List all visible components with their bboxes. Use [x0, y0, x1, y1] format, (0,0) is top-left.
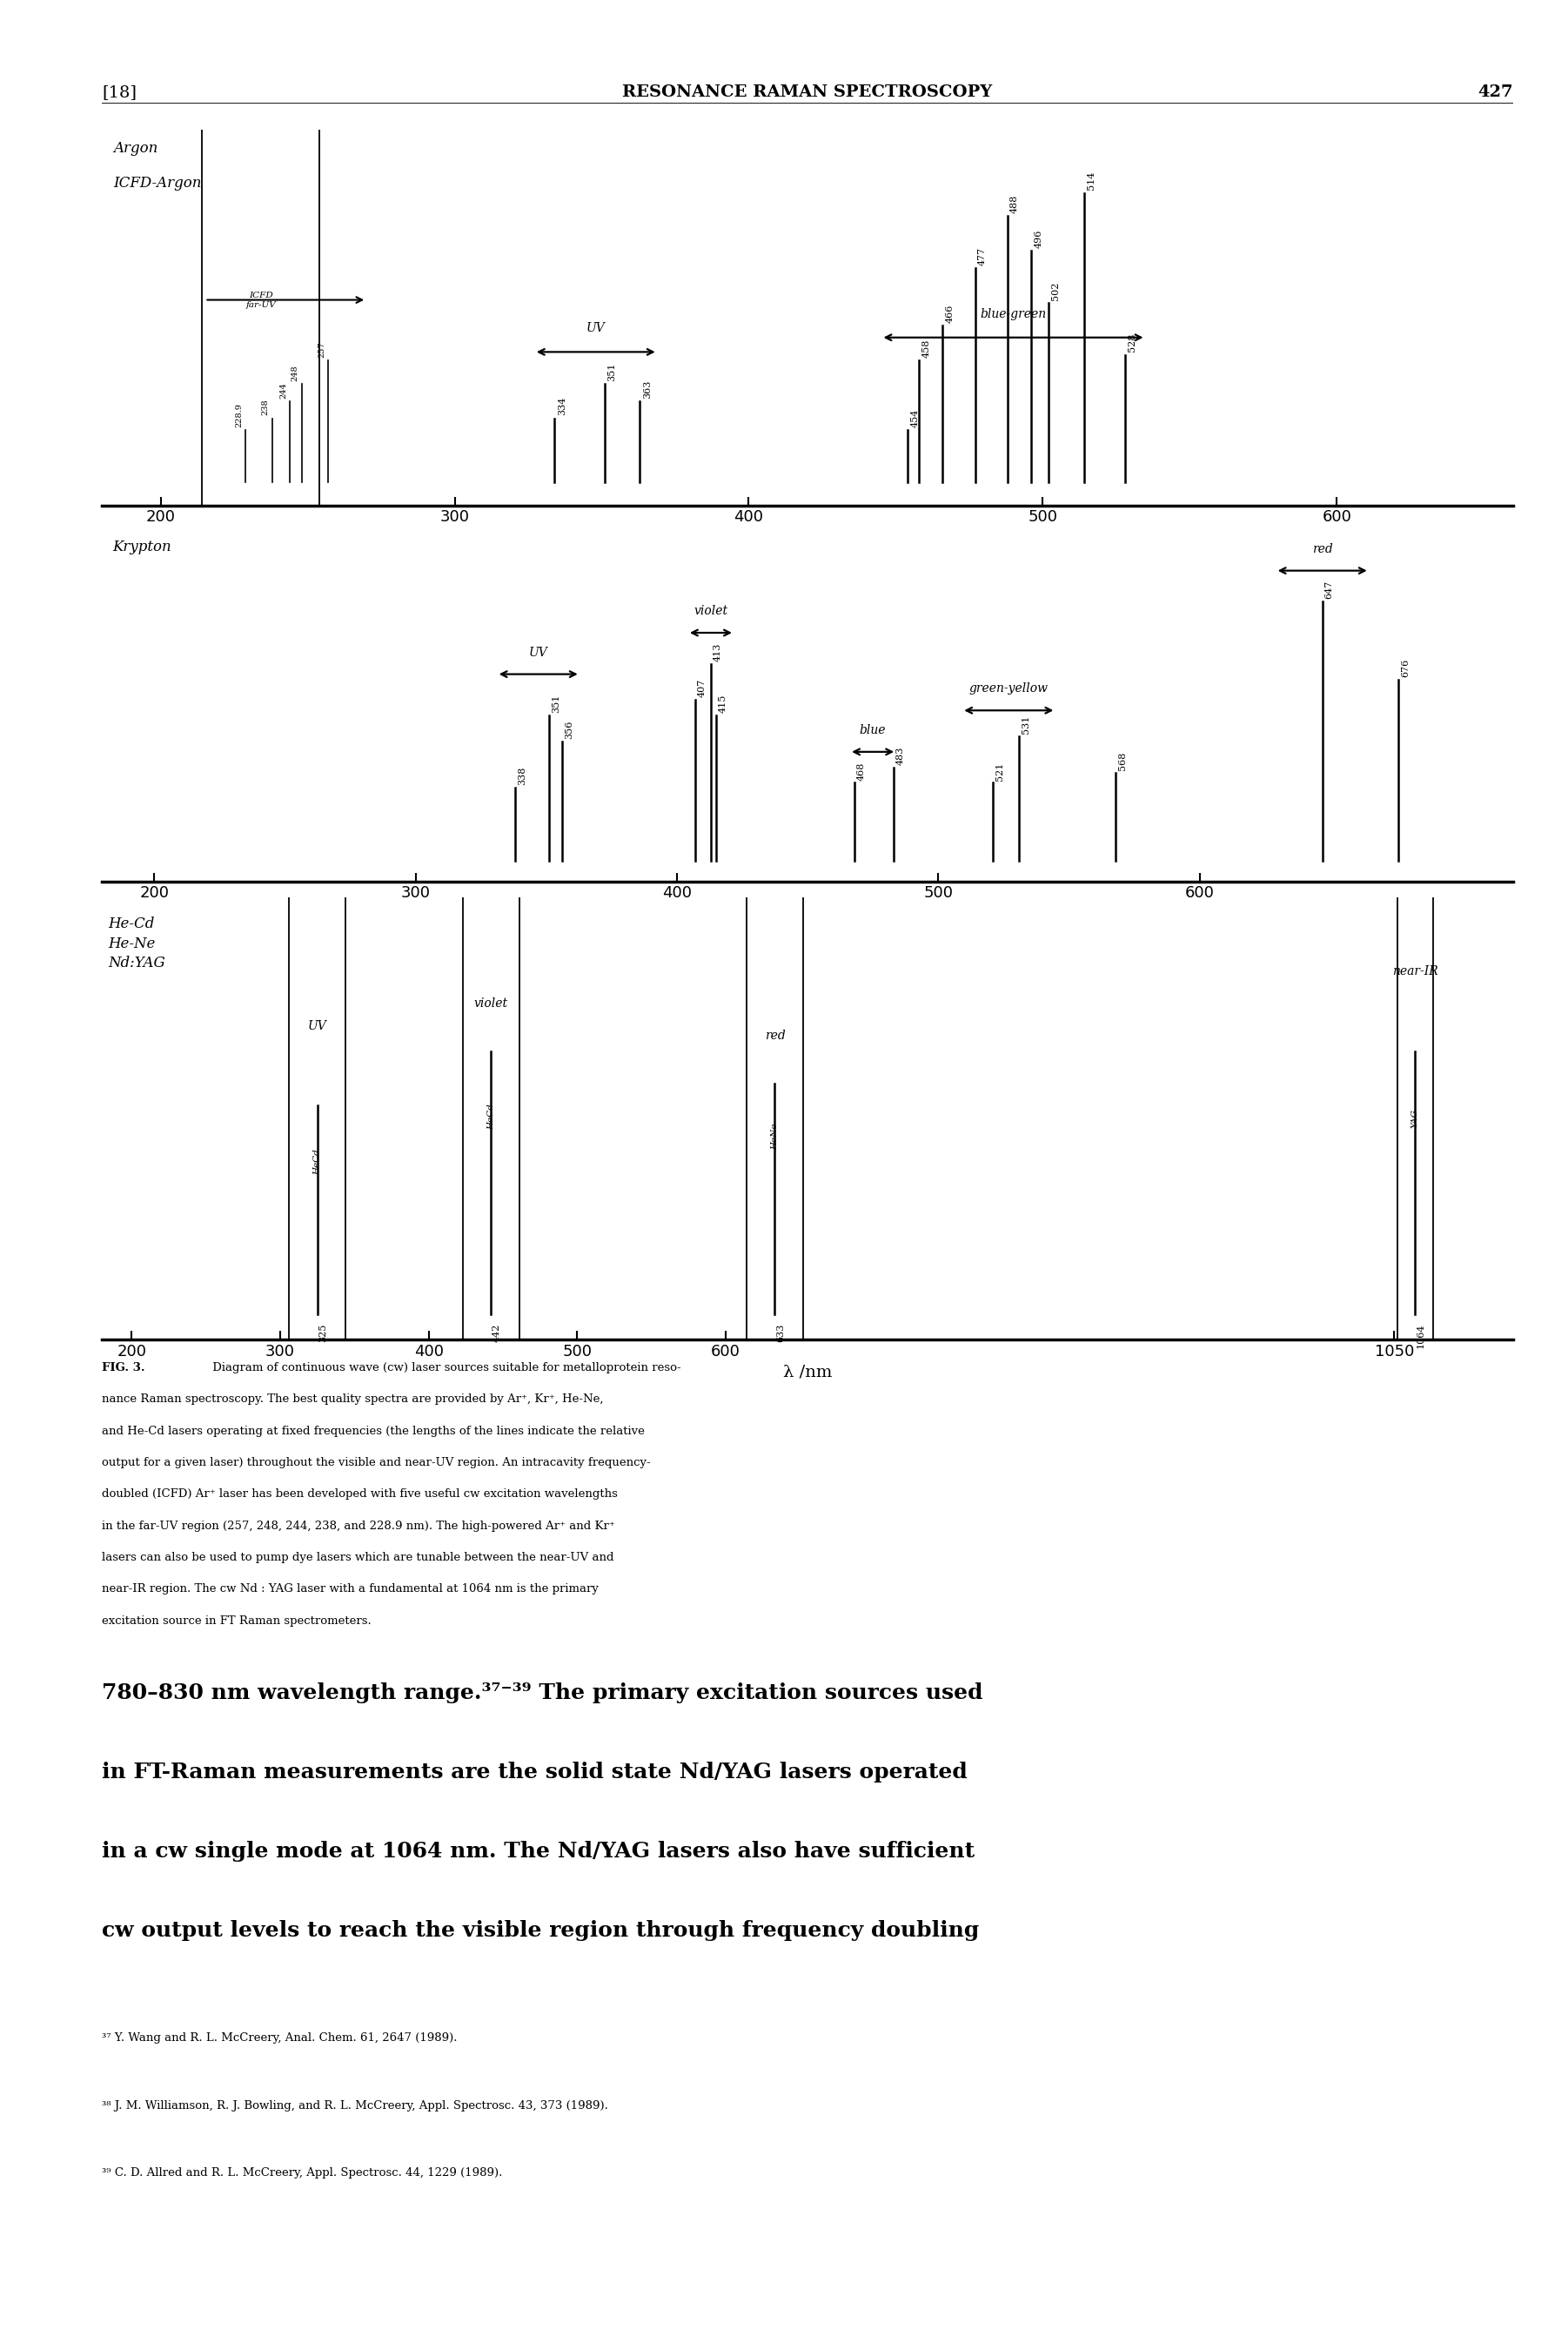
Text: 466: 466	[946, 306, 955, 322]
Text: 483: 483	[897, 747, 905, 764]
Text: 458: 458	[922, 338, 931, 357]
Text: HeNe: HeNe	[771, 1123, 779, 1149]
Text: 351: 351	[552, 693, 560, 712]
Text: UV: UV	[307, 1020, 326, 1032]
Text: ³⁷ Y. Wang and R. L. McCreery, Anal. Chem. 61, 2647 (1989).: ³⁷ Y. Wang and R. L. McCreery, Anal. Che…	[102, 2033, 458, 2044]
Text: HeCd: HeCd	[488, 1104, 495, 1130]
Text: output for a given laser) throughout the visible and near-UV region. An intracav: output for a given laser) throughout the…	[102, 1457, 651, 1469]
Text: Krypton: Krypton	[113, 540, 171, 555]
Text: 454: 454	[911, 409, 919, 428]
Text: near-IR region. The cw Nd : YAG laser with a fundamental at 1064 nm is the prima: near-IR region. The cw Nd : YAG laser wi…	[102, 1584, 599, 1596]
Text: lasers can also be used to pump dye lasers which are tunable between the near-UV: lasers can also be used to pump dye lase…	[102, 1551, 615, 1563]
Text: 477: 477	[978, 247, 986, 266]
Text: red: red	[1312, 543, 1333, 555]
Text: excitation source in FT Raman spectrometers.: excitation source in FT Raman spectromet…	[102, 1614, 372, 1626]
Text: 338: 338	[517, 766, 527, 785]
Text: UV: UV	[586, 322, 605, 334]
Text: in FT-Raman measurements are the solid state Nd/YAG lasers operated: in FT-Raman measurements are the solid s…	[102, 1762, 967, 1781]
Text: ³⁹ C. D. Allred and R. L. McCreery, Appl. Spectrosc. 44, 1229 (1989).: ³⁹ C. D. Allred and R. L. McCreery, Appl…	[102, 2167, 502, 2178]
Text: 633: 633	[776, 1323, 786, 1342]
Text: 468: 468	[858, 761, 866, 780]
X-axis label: λ /nm: λ /nm	[782, 1365, 833, 1379]
Text: ³⁸ J. M. Williamson, R. J. Bowling, and R. L. McCreery, Appl. Spectrosc. 43, 373: ³⁸ J. M. Williamson, R. J. Bowling, and …	[102, 2101, 608, 2110]
Text: 244: 244	[279, 383, 287, 397]
Text: He-Cd
He-Ne
Nd:YAG: He-Cd He-Ne Nd:YAG	[108, 916, 165, 971]
Text: 521: 521	[996, 761, 1005, 780]
Text: and He-Cd lasers operating at fixed frequencies (the lengths of the lines indica: and He-Cd lasers operating at fixed freq…	[102, 1426, 644, 1436]
Text: YAG: YAG	[1411, 1109, 1419, 1128]
Text: violet: violet	[693, 604, 728, 618]
Text: HeCd: HeCd	[314, 1149, 321, 1175]
Text: 568: 568	[1118, 752, 1127, 771]
Text: 676: 676	[1400, 658, 1410, 677]
Text: [18]: [18]	[102, 85, 136, 101]
Text: 1064: 1064	[1416, 1323, 1425, 1349]
Text: 531: 531	[1022, 714, 1030, 733]
Text: 356: 356	[564, 721, 574, 738]
Text: 780–830 nm wavelength range.³⁷⁻³⁹ The primary excitation sources used: 780–830 nm wavelength range.³⁷⁻³⁹ The pr…	[102, 1683, 983, 1704]
Text: 496: 496	[1033, 230, 1043, 247]
FancyBboxPatch shape	[289, 811, 345, 1513]
FancyBboxPatch shape	[746, 785, 803, 1488]
FancyBboxPatch shape	[1397, 750, 1433, 1488]
Text: 528: 528	[1127, 334, 1137, 352]
Text: 647: 647	[1325, 580, 1334, 599]
Text: UV: UV	[528, 646, 547, 658]
Text: blue: blue	[859, 724, 886, 736]
Text: ICFD-Argon: ICFD-Argon	[113, 176, 202, 190]
Text: 427: 427	[1479, 85, 1513, 101]
Text: green-yellow: green-yellow	[969, 684, 1049, 696]
Text: 248: 248	[292, 364, 299, 381]
Text: RESONANCE RAMAN SPECTROSCOPY: RESONANCE RAMAN SPECTROSCOPY	[622, 85, 993, 101]
Text: 488: 488	[1010, 195, 1019, 214]
Text: 238: 238	[262, 400, 270, 416]
Text: 415: 415	[718, 693, 728, 712]
FancyBboxPatch shape	[463, 766, 519, 1466]
Text: cw output levels to reach the visible region through frequency doubling: cw output levels to reach the visible re…	[102, 1920, 980, 1941]
Text: violet: violet	[474, 996, 508, 1010]
Text: in a cw single mode at 1064 nm. The Nd/YAG lasers also have sufficient: in a cw single mode at 1064 nm. The Nd/Y…	[102, 1840, 975, 1861]
Text: in the far-UV region (257, 248, 244, 238, and 228.9 nm). The high-powered Ar⁺ an: in the far-UV region (257, 248, 244, 238…	[102, 1520, 615, 1532]
Text: 325: 325	[318, 1323, 328, 1342]
Text: near-IR: near-IR	[1392, 966, 1438, 978]
Text: 334: 334	[558, 397, 566, 416]
Text: 407: 407	[698, 679, 707, 698]
Text: 351: 351	[607, 362, 616, 381]
Text: 514: 514	[1087, 172, 1096, 190]
Text: red: red	[765, 1029, 786, 1041]
Text: blue-green: blue-green	[980, 308, 1046, 320]
Text: ICFD
far-UV: ICFD far-UV	[246, 291, 276, 308]
Text: 257: 257	[318, 341, 325, 357]
Text: 442: 442	[492, 1323, 502, 1342]
Text: FIG. 3.: FIG. 3.	[102, 1363, 146, 1372]
Text: nance Raman spectroscopy. The best quality spectra are provided by Ar⁺, Kr⁺, He-: nance Raman spectroscopy. The best quali…	[102, 1394, 604, 1405]
Text: doubled (ICFD) Ar⁺ laser has been developed with five useful cw excitation wavel: doubled (ICFD) Ar⁺ laser has been develo…	[102, 1488, 618, 1499]
Text: Argon: Argon	[113, 141, 158, 155]
Text: Diagram of continuous wave (cw) laser sources suitable for metalloprotein reso-: Diagram of continuous wave (cw) laser so…	[209, 1363, 682, 1372]
Text: 363: 363	[643, 381, 652, 397]
Text: 228.9: 228.9	[235, 402, 243, 428]
Text: 413: 413	[713, 642, 723, 660]
Text: 502: 502	[1052, 282, 1060, 301]
FancyBboxPatch shape	[202, 0, 320, 620]
